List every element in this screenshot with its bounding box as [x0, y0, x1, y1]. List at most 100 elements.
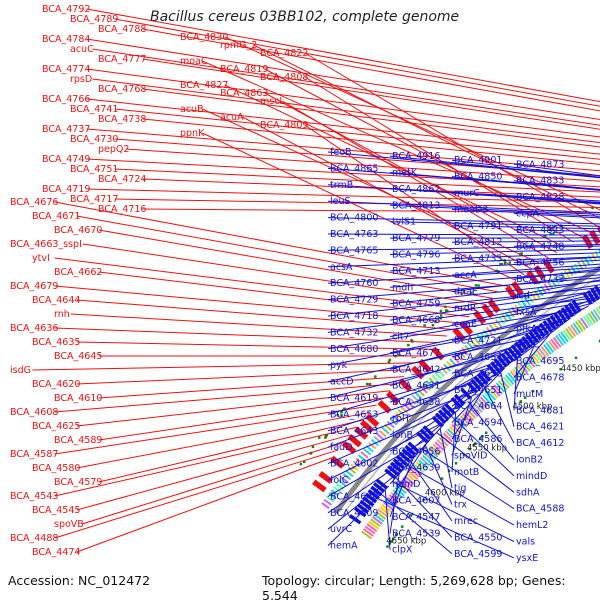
gene-leader-line-reverse — [513, 213, 600, 219]
gene-label-forward: ppnK — [180, 128, 205, 139]
cog-band-mark — [560, 331, 569, 343]
gene-leader-line-forward — [76, 457, 333, 553]
gc-marker — [549, 232, 552, 236]
cog-band-mark — [575, 320, 584, 333]
cog-band-mark — [570, 324, 579, 336]
gene-leader-line-reverse — [451, 240, 600, 243]
gene-label-reverse: BCA_4586 — [454, 434, 502, 445]
gene-label-reverse: BCA_4796 — [392, 250, 440, 261]
gene-label-reverse: BCA_4680 — [330, 344, 378, 355]
cog-band-mark — [382, 501, 394, 511]
reverse-gene-arrow — [542, 319, 553, 333]
gene-label-reverse: clpX — [392, 545, 413, 556]
cog-band-mark — [364, 525, 376, 535]
gene-label-reverse: BCA_4638 — [392, 397, 440, 408]
gene-label-reverse: BCA_4599 — [454, 549, 502, 560]
gene-label-forward: BCA_4819 — [220, 64, 268, 75]
cog-band-mark — [447, 428, 458, 439]
gc-marker — [340, 413, 343, 417]
cog-band-mark — [428, 448, 439, 458]
gc-marker — [484, 431, 488, 435]
gene-label-reverse: BCA_4678 — [516, 373, 564, 384]
kbp-tick-label: 4650 kbp — [386, 536, 426, 546]
gc-marker — [302, 460, 306, 463]
gene-leader-line-reverse — [327, 296, 600, 333]
gene-label-reverse: uvrC — [330, 524, 353, 535]
gene-leader-line-forward — [76, 215, 501, 293]
cog-band-mark — [420, 457, 431, 467]
gene-leader-line-reverse — [392, 481, 515, 542]
cog-band-mark — [573, 263, 581, 272]
gene-leader-line-forward — [304, 124, 525, 276]
gene-leader-line-reverse — [451, 252, 600, 260]
gene-label-reverse: dnaE — [454, 286, 478, 297]
cog-band-mark — [422, 383, 431, 391]
cog-band-mark — [555, 334, 564, 346]
gene-label-reverse: BCA_4713 — [392, 266, 440, 277]
cog-band-mark — [495, 382, 506, 393]
gene-leader-line-reverse — [389, 155, 600, 179]
gene-leader-line-reverse — [513, 229, 600, 232]
cog-band-mark — [379, 506, 390, 516]
gene-label-forward: BCA_4620 — [32, 379, 80, 390]
gene-label-forward: BCA_4610 — [54, 393, 102, 404]
gene-leader-line-reverse — [389, 408, 460, 469]
gene-leader-line-forward — [76, 369, 411, 385]
gene-label-forward: isdG — [10, 365, 31, 376]
cog-band-mark — [368, 520, 380, 530]
gene-leader-line-forward — [114, 18, 600, 107]
gene-leader-line-reverse — [378, 498, 515, 559]
gc-marker — [499, 262, 502, 266]
gene-leader-line-reverse — [389, 350, 527, 403]
gene-label-reverse: sdhA — [516, 487, 540, 498]
gene-leader-line-forward — [142, 58, 600, 130]
forward-gene-arrow — [418, 358, 432, 373]
cog-band-mark — [540, 345, 550, 357]
gene-label-reverse: BCA_4677 — [392, 348, 440, 359]
gc-marker — [508, 261, 512, 264]
gene-label-forward: BCA_4863 — [220, 88, 268, 99]
reverse-gene-arrow — [434, 412, 447, 425]
cog-band-mark — [592, 309, 600, 321]
gene-label-reverse: mutM — [516, 389, 543, 400]
gc-marker — [386, 545, 389, 548]
gene-label-forward: BCA_4719 — [42, 184, 90, 195]
gc-marker — [520, 252, 523, 255]
gene-label-forward: BCA_4716 — [98, 204, 146, 215]
gene-label-reverse: motB — [454, 467, 479, 478]
gene-label-forward: BCA_4784 — [42, 34, 90, 45]
gene-label-reverse: lonB — [392, 430, 413, 441]
gene-leader-line-reverse — [451, 192, 600, 204]
gene-leader-line-reverse — [424, 444, 453, 505]
gene-leader-line-reverse — [451, 382, 489, 440]
gene-label-forward: BCA_4741 — [70, 104, 118, 115]
cog-band-mark — [345, 469, 354, 478]
cog-band-mark — [585, 314, 594, 326]
cog-band-mark — [371, 515, 383, 525]
gene-label-reverse: BCA_4865 — [330, 163, 378, 174]
reverse-gene-arrow — [490, 361, 502, 374]
gene-label-forward: rpmG_2 — [220, 40, 257, 51]
gene-label-forward: BCA_4636 — [10, 323, 58, 334]
gc-marker — [495, 269, 498, 272]
reverse-gene-arrow — [375, 478, 389, 490]
cog-band-mark — [414, 391, 423, 400]
gene-leader-line-forward — [86, 128, 600, 172]
cog-band-mark — [530, 353, 540, 364]
cog-band-mark — [495, 319, 503, 328]
kbp-tick-label: 4450 kbp — [561, 364, 600, 374]
gene-leader-line-forward — [76, 411, 371, 469]
gene-leader-line-reverse — [467, 400, 515, 460]
gene-leader-line-forward — [76, 341, 433, 350]
gc-marker — [472, 443, 475, 447]
gene-leader-line-reverse — [389, 378, 493, 436]
gene-label-reverse: metK — [392, 168, 418, 179]
gene-leader-line-reverse — [451, 225, 600, 230]
cog-band-mark — [362, 528, 374, 537]
cog-band-mark — [462, 413, 472, 424]
gene-label-reverse: BCA_4732 — [330, 327, 378, 338]
cog-band-mark — [535, 349, 545, 361]
cog-band-mark — [366, 523, 378, 532]
gene-label-reverse: BCA_4735 — [454, 254, 502, 265]
